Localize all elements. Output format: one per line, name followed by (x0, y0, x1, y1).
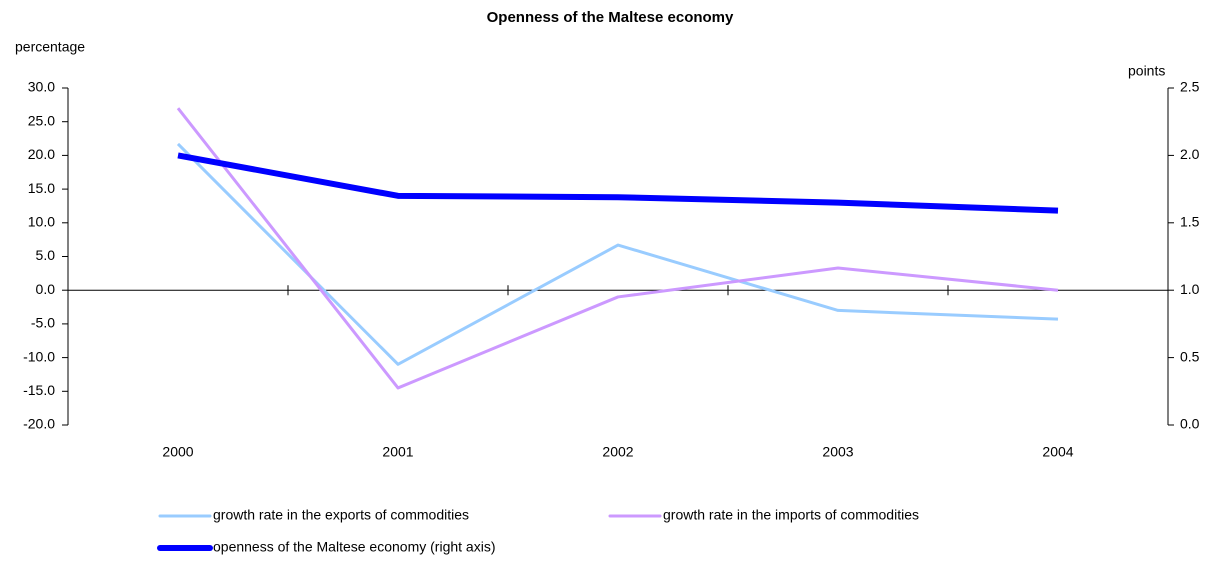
y-tick-label: 10.0 (28, 214, 55, 230)
chart-title: Openness of the Maltese economy (487, 9, 734, 26)
x-tick-label: 2003 (822, 444, 853, 460)
y-tick-label: -10.0 (23, 348, 55, 364)
y-tick-label: 20.0 (28, 146, 55, 162)
y-tick-label: 5.0 (36, 247, 56, 263)
series-line (177, 152, 1059, 214)
y-tick-label: 30.0 (28, 79, 55, 95)
y-tick-label: -20.0 (23, 416, 55, 432)
y-tick-label: 15.0 (28, 180, 55, 196)
y-tick-label: 25.0 (28, 112, 55, 128)
y-tick-label: 0.0 (36, 281, 56, 297)
y2-axis-label: points (1128, 63, 1165, 79)
x-tick-label: 2000 (162, 444, 193, 460)
y2-tick-label: 2.0 (1180, 146, 1200, 162)
y-tick-label: -15.0 (23, 382, 55, 398)
legend-label: openness of the Maltese economy (right a… (213, 539, 495, 555)
y-tick-label: -5.0 (31, 315, 55, 331)
y2-tick-label: 2.5 (1180, 79, 1200, 95)
y2-tick-label: 1.0 (1180, 281, 1200, 297)
y-axis-label: percentage (15, 39, 85, 55)
x-tick-label: 2002 (602, 444, 633, 460)
y2-tick-label: 1.5 (1180, 214, 1200, 230)
series-line (176, 142, 1059, 366)
legend-label: growth rate in the imports of commoditie… (663, 507, 919, 523)
x-tick-label: 2004 (1042, 444, 1073, 460)
series-line (176, 107, 1059, 390)
legend-label: growth rate in the exports of commoditie… (213, 507, 469, 523)
y2-tick-label: 0.0 (1180, 416, 1200, 432)
y2-tick-label: 0.5 (1180, 348, 1200, 364)
x-tick-label: 2001 (382, 444, 413, 460)
